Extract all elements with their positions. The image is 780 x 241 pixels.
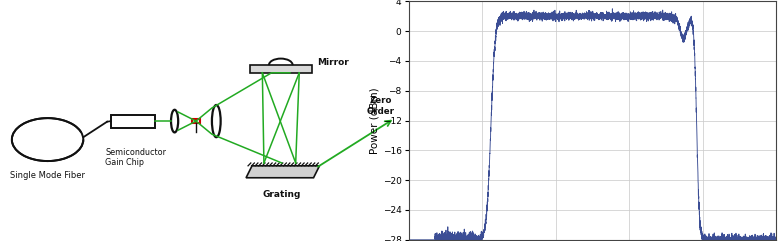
- Bar: [193, 119, 200, 123]
- Bar: [111, 114, 154, 128]
- Polygon shape: [246, 166, 320, 178]
- Text: Zero
Order: Zero Order: [367, 96, 395, 116]
- Text: Mirror: Mirror: [317, 59, 349, 67]
- Y-axis label: Power (dBm): Power (dBm): [370, 87, 380, 154]
- Bar: [250, 65, 311, 73]
- Text: Grating: Grating: [263, 190, 301, 199]
- Text: Semiconductor
Gain Chip: Semiconductor Gain Chip: [105, 148, 166, 167]
- Text: Single Mode Fiber: Single Mode Fiber: [10, 171, 85, 180]
